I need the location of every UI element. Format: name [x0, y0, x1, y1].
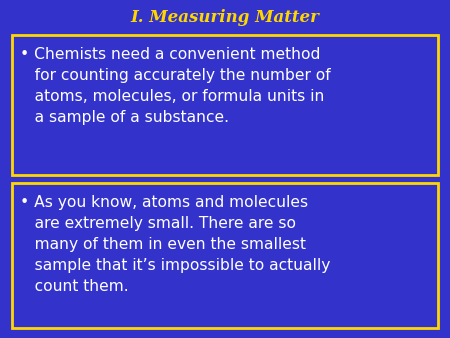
FancyBboxPatch shape: [12, 183, 438, 328]
Text: • Chemists need a convenient method
   for counting accurately the number of
   : • Chemists need a convenient method for …: [20, 47, 331, 125]
Text: • As you know, atoms and molecules
   are extremely small. There are so
   many : • As you know, atoms and molecules are e…: [20, 195, 330, 294]
Text: I. Measuring Matter: I. Measuring Matter: [130, 9, 320, 26]
FancyBboxPatch shape: [12, 35, 438, 175]
